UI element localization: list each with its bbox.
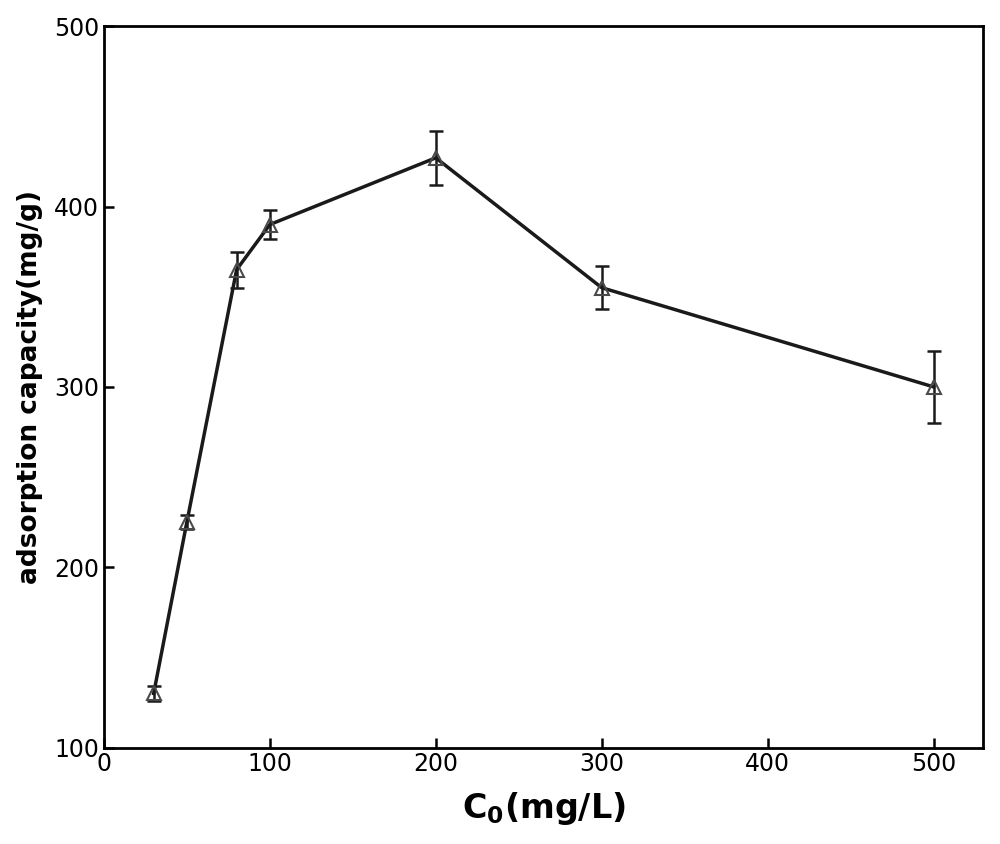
Y-axis label: adsorption capacity(mg/g): adsorption capacity(mg/g) [17, 190, 43, 584]
X-axis label: $\mathbf{C_0}$(mg/L): $\mathbf{C_0}$(mg/L) [462, 790, 626, 827]
